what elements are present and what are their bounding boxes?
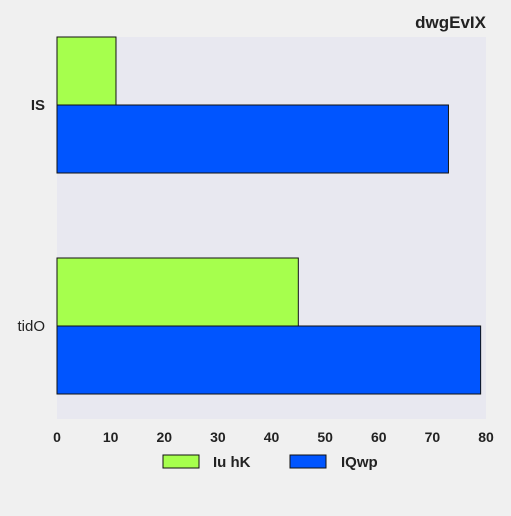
x-tick-labels: 0 10 20 30 40 50 60 70 80 [53,429,494,445]
legend-label-iu-hk: Iu hK [213,454,251,471]
bar-iu-hk-is [56,36,117,106]
x-tick-label: 80 [478,429,494,445]
x-tick-label: 50 [317,429,333,445]
category-labels: IS tidO [17,97,45,335]
category-label-tido: tidO [17,318,45,335]
x-tick-label: 10 [103,429,119,445]
bar-iu-hk-tido [56,257,299,327]
x-tick-label: 30 [210,429,226,445]
category-label-is: IS [31,97,45,114]
x-tick-label: 70 [425,429,441,445]
x-tick-label: 40 [264,429,280,445]
x-tick-label: 60 [371,429,387,445]
bars-layer [56,36,482,395]
legend-label-iqwp: IQwp [341,454,378,471]
legend-swatch-iu-hk [162,454,200,469]
legend-swatch-iqwp [289,454,327,469]
chart-title: dwgEvIX [415,13,487,32]
bar-iqwp-is [56,104,449,174]
x-tick-label: 0 [53,429,61,445]
x-tick-label: 20 [156,429,172,445]
bar-iqwp-tido [56,325,482,395]
legend: Iu hK IQwp [162,454,378,471]
